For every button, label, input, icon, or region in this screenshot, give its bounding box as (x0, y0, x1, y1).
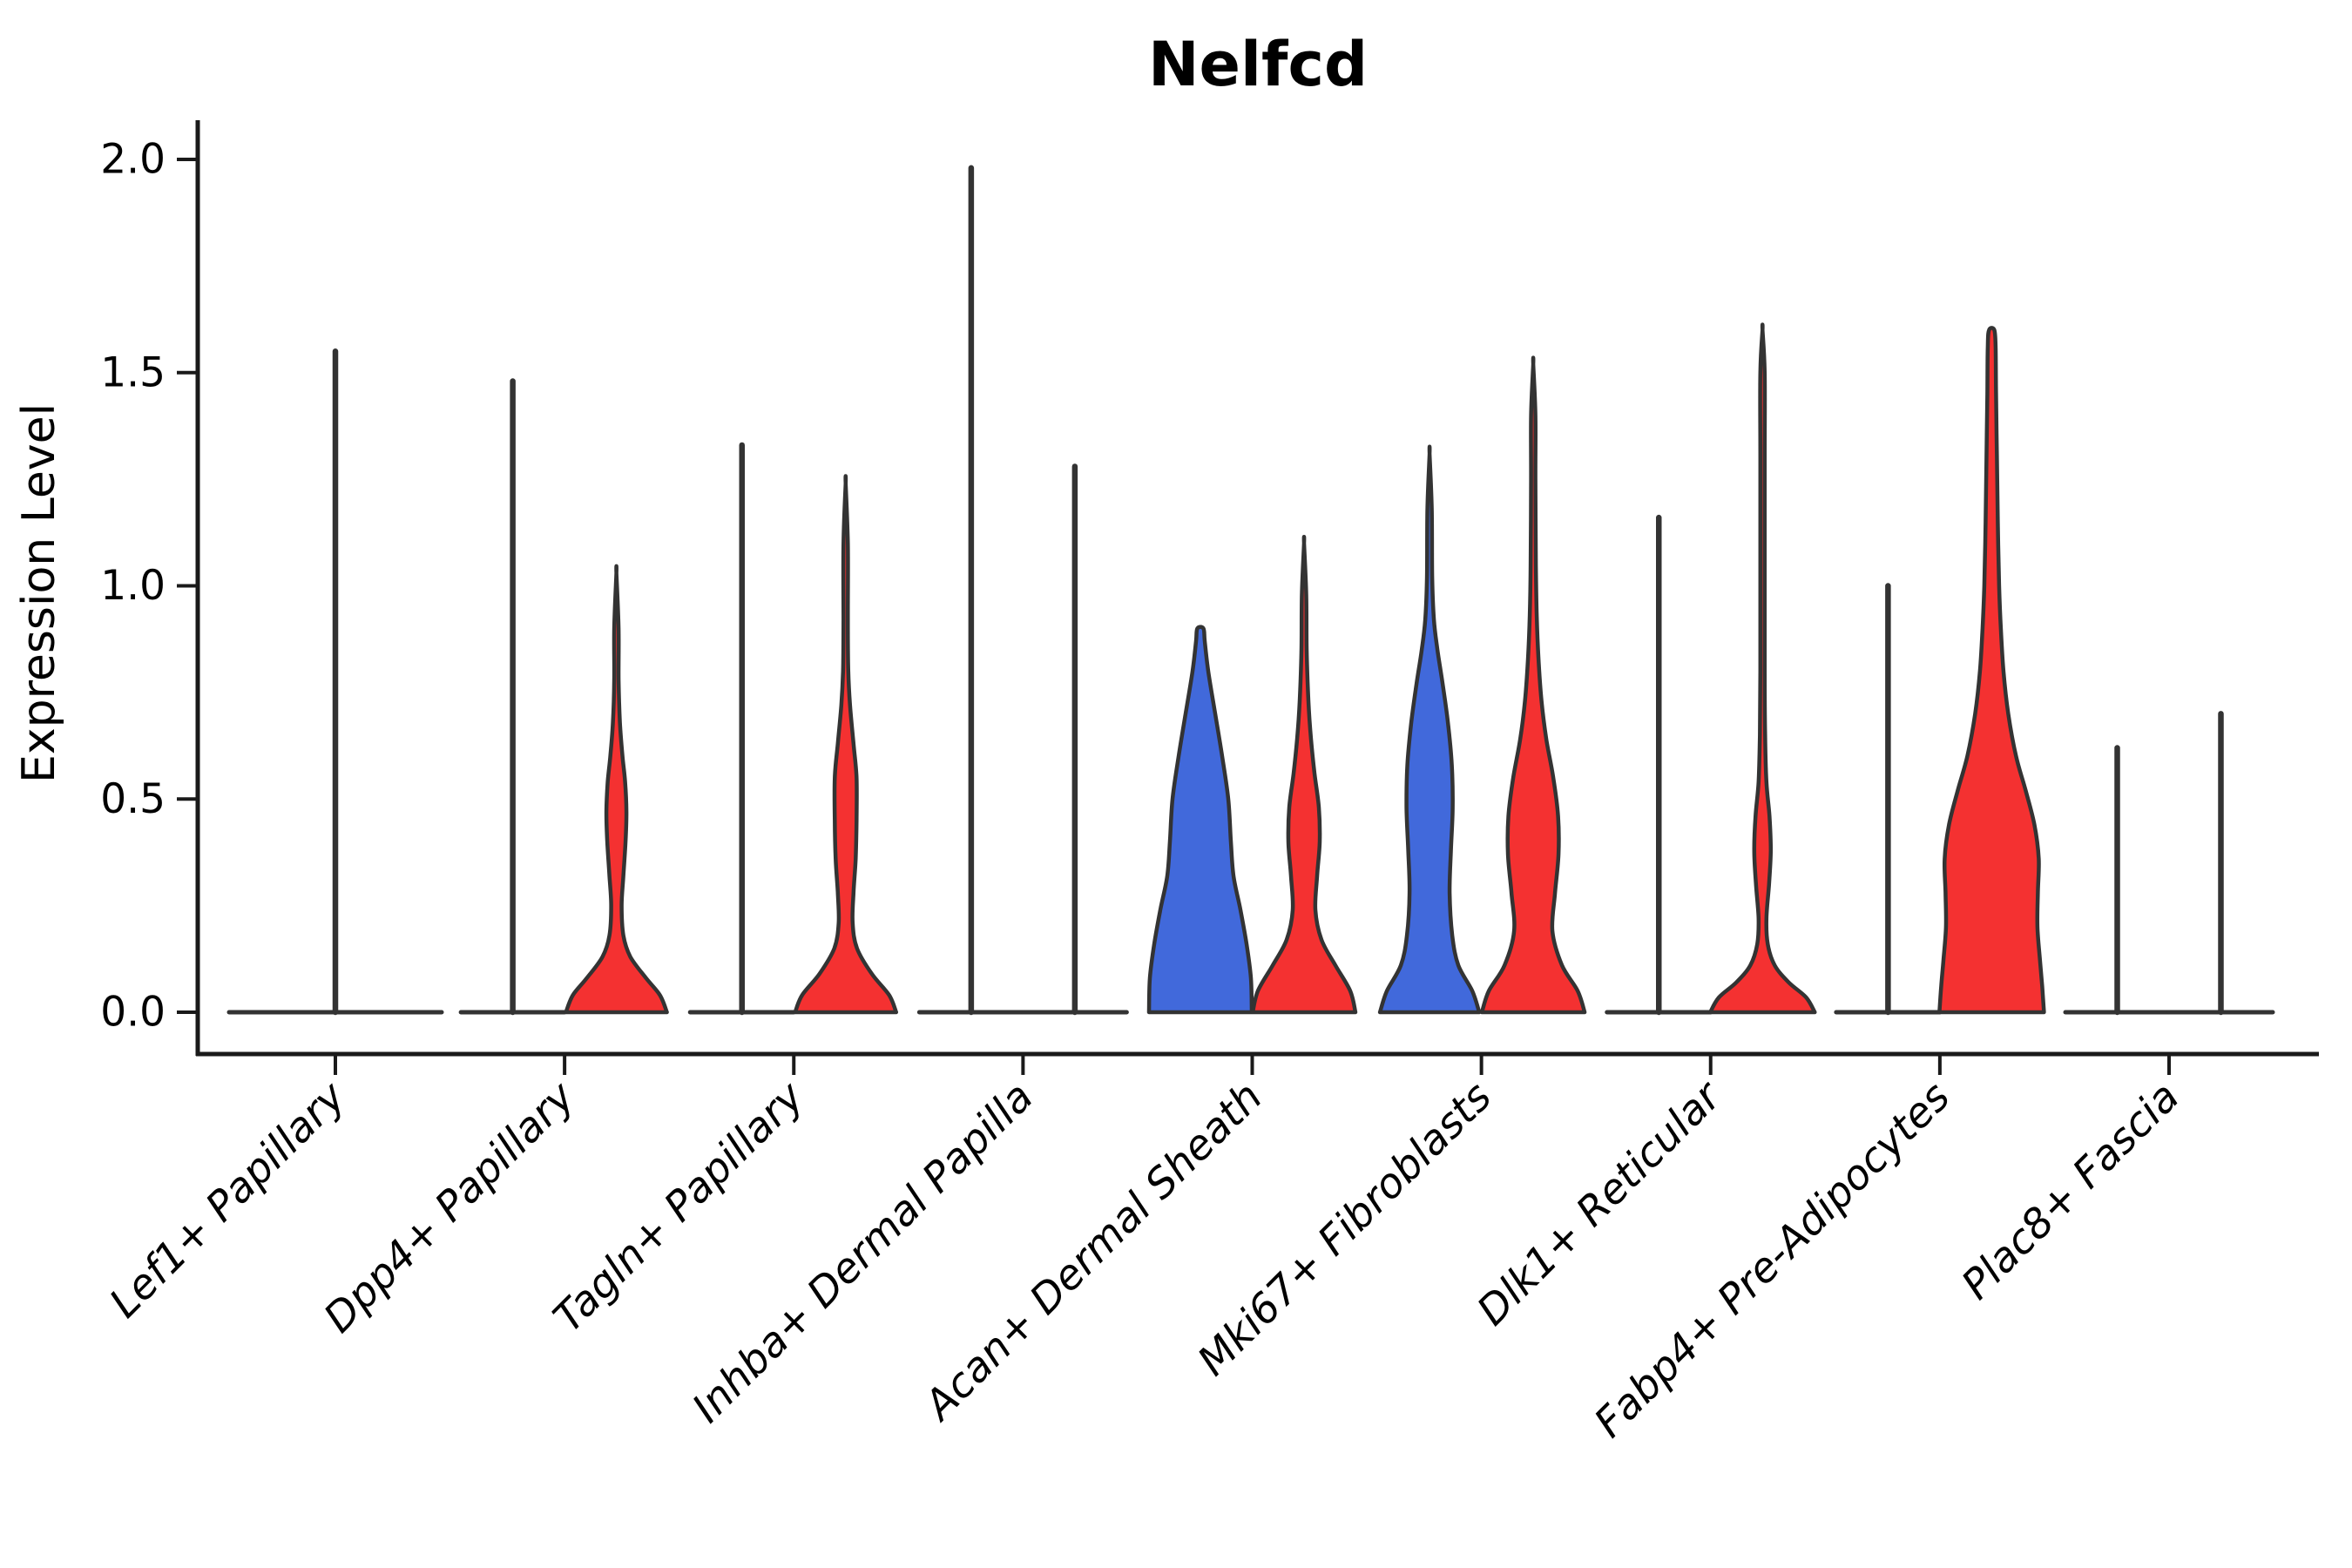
violin-body-red (1250, 534, 1358, 1015)
chart-title: Nelfcd (1148, 29, 1368, 100)
violin-body-red (1708, 322, 1817, 1015)
x-tick-label: Dlk1+ Reticular (1468, 1071, 1732, 1335)
violin-group: Inhba+ Dermal Papilla (683, 165, 1129, 1432)
y-tick-label: 0.5 (100, 775, 166, 823)
y-tick-label: 2.0 (100, 136, 166, 184)
violin-body-blue (1146, 625, 1254, 1015)
x-tick-label: Lef1+ Papillary (100, 1072, 355, 1328)
y-tick-label: 0.0 (100, 989, 166, 1037)
violin-group: Tagln+ Papillary (544, 442, 899, 1342)
x-tick-label: Tagln+ Papillary (544, 1072, 814, 1342)
x-tick-label: Dpp4+ Papillary (314, 1072, 585, 1342)
y-tick-label: 1.5 (100, 348, 166, 396)
violin-body-red (564, 564, 669, 1015)
violin-body-red (1479, 355, 1587, 1015)
y-axis-label: Expression Level (13, 403, 65, 783)
violin-body-blue (1377, 444, 1482, 1015)
violin-group: Lef1+ Papillary (100, 348, 444, 1328)
violin-group: Dpp4+ Papillary (314, 378, 669, 1342)
violin-group: Mki67+ Fibroblasts (1189, 355, 1587, 1385)
x-tick-label: Plac8+ Fascia (1952, 1073, 2188, 1309)
violin-body-red (793, 474, 899, 1015)
y-tick-label: 1.0 (100, 562, 166, 610)
violin-body-red (1937, 326, 2046, 1015)
